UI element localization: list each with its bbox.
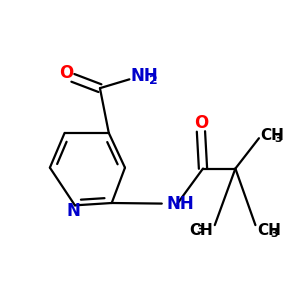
Text: H: H <box>200 223 212 238</box>
Text: C: C <box>189 223 200 238</box>
Text: O: O <box>194 114 209 132</box>
Text: 3: 3 <box>271 229 278 239</box>
Text: O: O <box>59 64 74 82</box>
Text: 2: 2 <box>149 74 158 87</box>
Text: N: N <box>67 202 80 220</box>
Text: CH: CH <box>260 128 284 143</box>
Text: 3: 3 <box>274 134 282 144</box>
Text: NH: NH <box>166 195 194 213</box>
Text: 3: 3 <box>196 225 204 236</box>
Text: CH: CH <box>257 223 281 238</box>
Text: NH: NH <box>131 68 159 85</box>
